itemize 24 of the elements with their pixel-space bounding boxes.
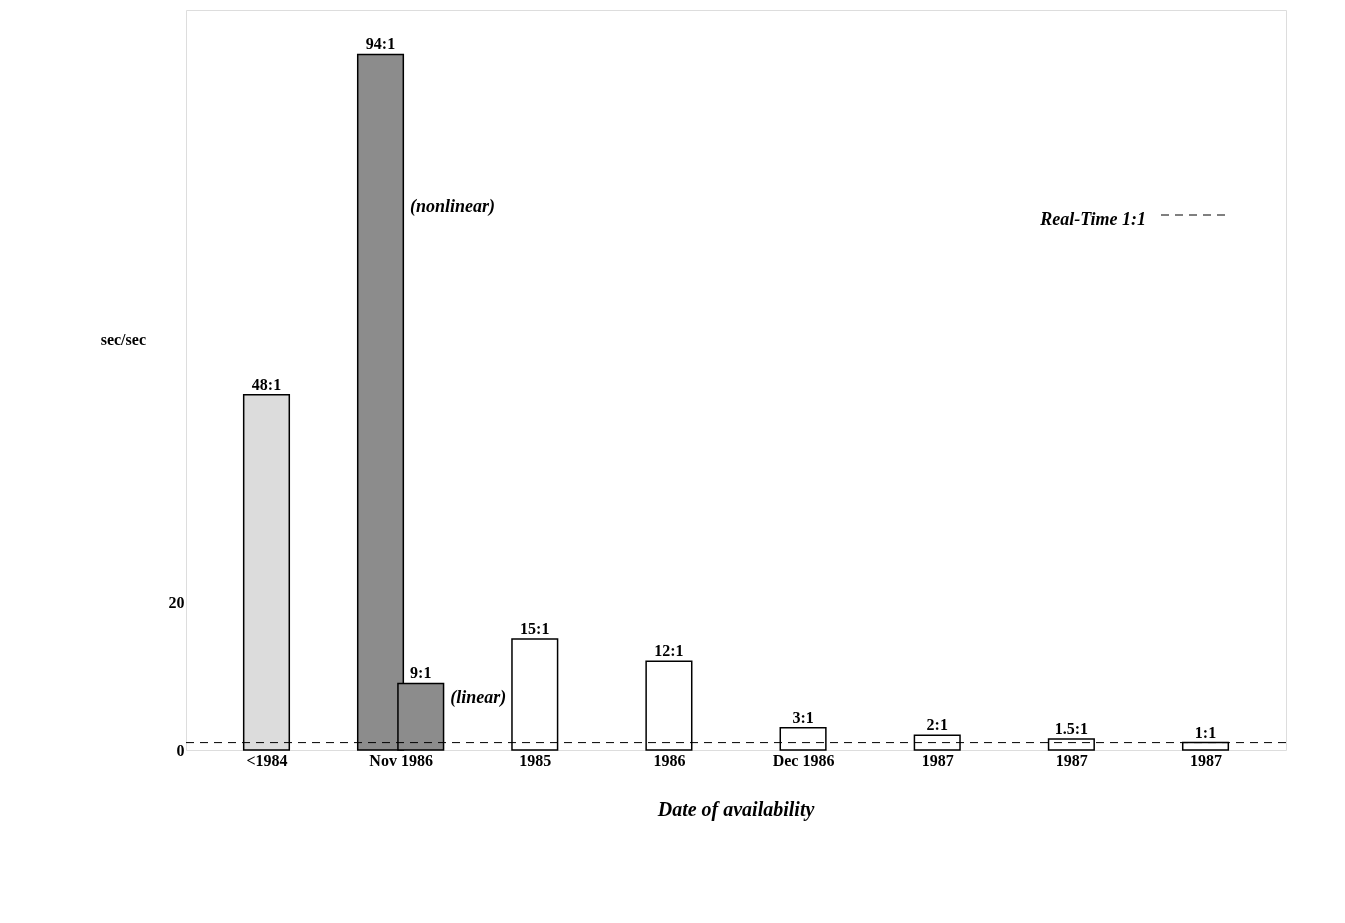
annotation: (nonlinear) — [410, 196, 496, 218]
x-axis-title: Date of availability — [656, 798, 815, 821]
data-label: 1:1 — [1194, 723, 1217, 741]
y-tick-label: 20 — [168, 593, 185, 611]
x-tick-label: 1987 — [1190, 751, 1223, 769]
x-tick-label: 1986 — [653, 751, 686, 769]
x-tick-label: <1984 — [246, 751, 288, 769]
data-label: 3:1 — [792, 708, 814, 726]
y-axis-title: sec/sec — [100, 331, 146, 348]
x-tick-label: Nov 1986 — [369, 751, 433, 769]
data-label: 1.5:1 — [1054, 719, 1089, 737]
annotation: (linear) — [450, 687, 507, 709]
legend-label: Real-Time 1:1 — [1039, 209, 1146, 229]
data-label: 48:1 — [251, 375, 282, 393]
data-label: 94:1 — [365, 35, 396, 53]
x-tick-label: 1985 — [519, 751, 552, 769]
data-label: 2:1 — [926, 716, 948, 734]
data-label: 12:1 — [654, 642, 684, 660]
x-tick-label: 1987 — [1055, 751, 1088, 769]
x-tick-label: Dec 1986 — [772, 751, 835, 769]
data-label: 15:1 — [520, 620, 550, 637]
y-tick-label: 0 — [176, 741, 185, 759]
data-label: 9:1 — [410, 664, 432, 682]
x-tick-label: 1987 — [921, 751, 954, 769]
